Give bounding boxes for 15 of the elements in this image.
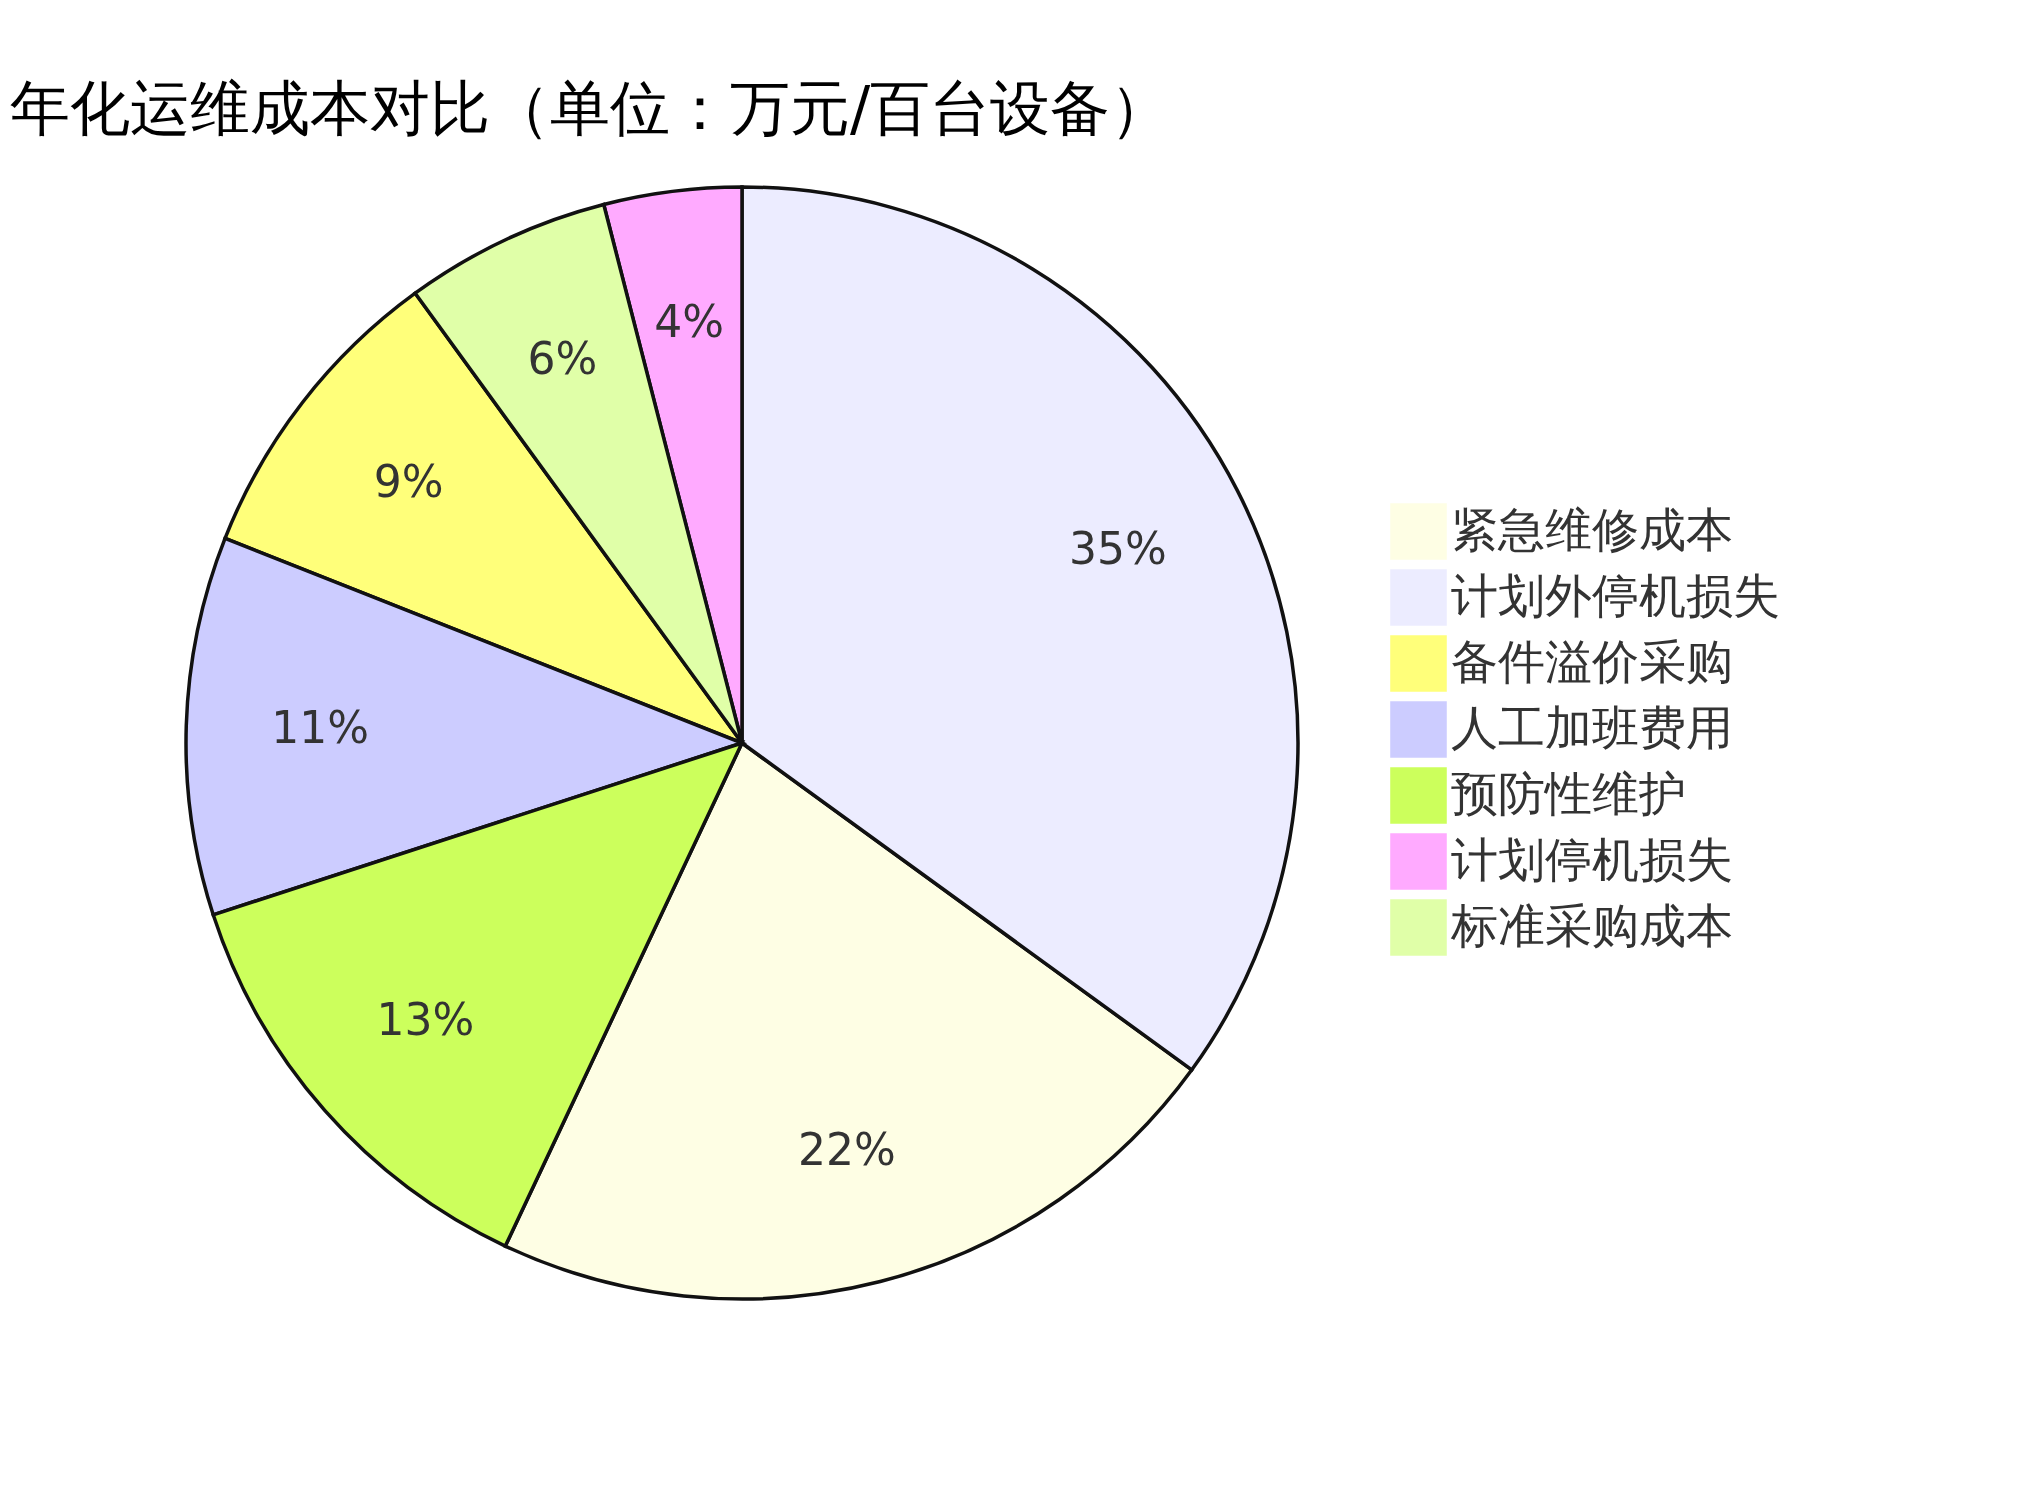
legend-label: 备件溢价采购 xyxy=(1451,633,1733,689)
data-label: 22% xyxy=(798,1123,896,1175)
legend-label: 预防性维护 xyxy=(1451,765,1686,821)
chart-title: 年化运维成本对比（单位：万元/百台设备） xyxy=(10,73,1171,143)
data-label: 35% xyxy=(1069,523,1167,575)
data-label: 6% xyxy=(527,333,598,385)
legend-label: 标准采购成本 xyxy=(1450,897,1733,953)
data-label: 9% xyxy=(373,456,444,508)
data-label: 4% xyxy=(654,296,725,348)
data-label: 13% xyxy=(376,994,475,1046)
data-label: 11% xyxy=(271,701,370,753)
legend-label: 人工加班费用 xyxy=(1451,699,1733,755)
legend-label: 计划外停机损失 xyxy=(1451,567,1780,623)
legend-label: 计划停机损失 xyxy=(1451,831,1733,887)
legend-label: 紧急维修成本 xyxy=(1451,501,1733,557)
